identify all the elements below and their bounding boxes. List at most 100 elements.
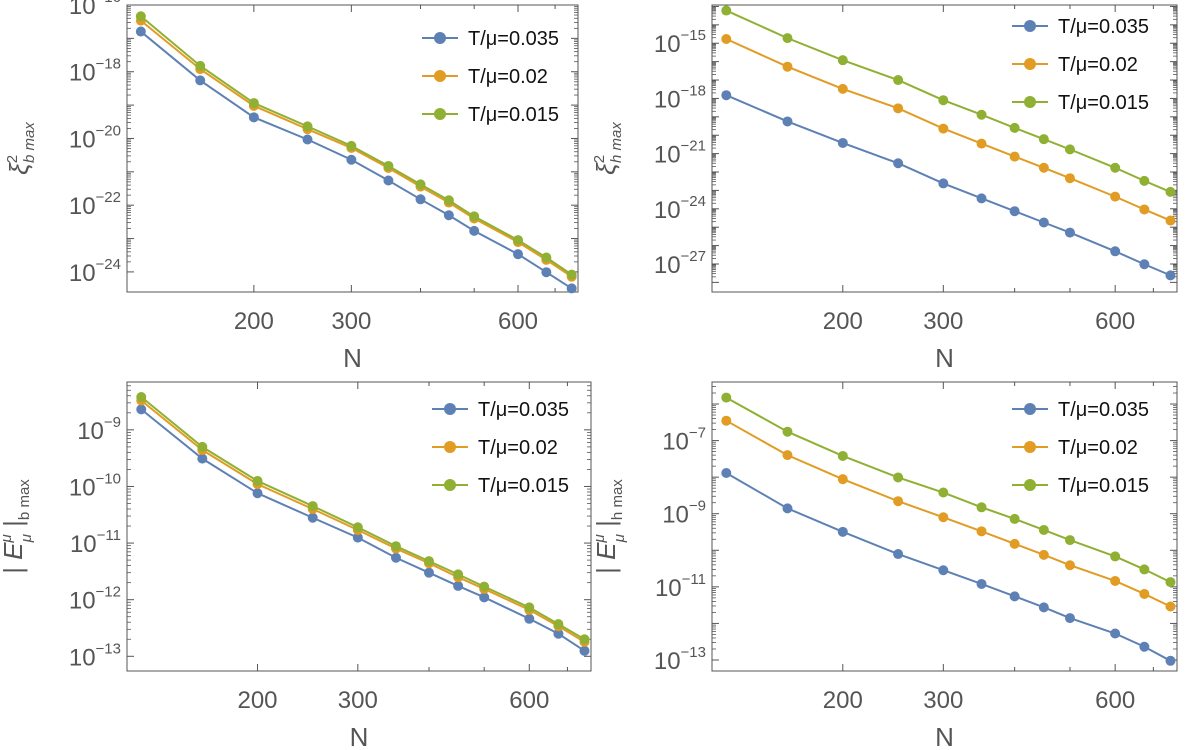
series-2 — [135, 11, 577, 280]
panel-E-h: 200 300 600 N 10−7 10−9 10−11 10−13 | Eμ μ |h max… — [591, 381, 1178, 750]
data-point — [136, 392, 147, 403]
data-point — [1009, 591, 1020, 602]
y-tick-label: 10−20 — [69, 122, 121, 153]
data-point — [782, 61, 793, 72]
data-point — [1038, 162, 1049, 173]
data-point — [976, 578, 987, 589]
y-tick-label: 10−24 — [69, 256, 121, 287]
legend-label: T/μ=0.02 — [1058, 54, 1138, 76]
data-point — [976, 109, 987, 120]
data-point — [302, 121, 313, 132]
data-point — [1110, 628, 1121, 639]
data-point — [938, 565, 949, 576]
data-point — [1064, 144, 1075, 155]
y-tick-label: 10−24 — [654, 193, 706, 224]
panel-E-b: 200 300 600 N 10−9 10−10 10−11 10−12 10−13 | Eμμ … — [0, 381, 592, 750]
series-0 — [136, 404, 590, 656]
data-point — [893, 103, 904, 114]
data-point — [837, 474, 848, 485]
data-point — [352, 532, 363, 543]
data-point — [893, 472, 904, 483]
data-point — [415, 179, 426, 190]
data-point — [453, 580, 464, 591]
data-point — [1064, 560, 1075, 571]
data-point — [721, 415, 732, 426]
legend-marker — [1024, 20, 1036, 32]
x-tick-label: 600 — [498, 308, 538, 335]
data-point — [893, 549, 904, 560]
x-axis-title: N — [935, 722, 954, 750]
legend-label: T/μ=0.035 — [1058, 16, 1149, 38]
data-point — [1038, 602, 1049, 613]
data-point — [782, 33, 793, 44]
legend-marker — [1024, 441, 1036, 453]
data-point — [1064, 227, 1075, 238]
data-point — [541, 267, 552, 278]
data-point — [479, 581, 490, 592]
x-tick-label: 300 — [923, 687, 963, 714]
data-point — [1139, 641, 1150, 652]
series-line — [725, 472, 1171, 662]
data-point — [1139, 175, 1150, 186]
legend: T/μ=0.035 T/μ=0.02 T/μ=0.015 — [1012, 16, 1149, 114]
x-axis-title: N — [350, 722, 369, 750]
data-point — [346, 140, 357, 151]
data-point — [1009, 206, 1020, 217]
data-point — [1165, 655, 1176, 666]
legend-marker — [1024, 479, 1036, 491]
x-tick-label: 200 — [237, 687, 277, 714]
y-tick-label: 10−21 — [654, 138, 706, 169]
y-axis-title: ξ2h max — [591, 122, 625, 175]
data-point — [443, 195, 454, 206]
data-point — [479, 592, 490, 603]
series-0 — [135, 26, 577, 294]
data-point — [1110, 551, 1121, 562]
y-tick-label: 10−10 — [69, 470, 121, 501]
data-point — [1165, 601, 1176, 612]
legend: T/μ=0.035 T/μ=0.02 T/μ=0.015 — [422, 28, 559, 126]
y-tick-label: 10−7 — [662, 425, 706, 456]
data-point — [346, 154, 357, 165]
series-2 — [136, 392, 590, 645]
y-tick-label: 10−13 — [69, 640, 121, 671]
data-point — [423, 556, 434, 567]
legend-marker — [1024, 403, 1036, 415]
data-point — [1064, 535, 1075, 546]
series-line — [140, 19, 573, 278]
data-point — [721, 5, 732, 16]
data-point — [390, 552, 401, 563]
data-point — [248, 98, 259, 109]
y-tick-label: 10−18 — [654, 82, 706, 113]
panel-xi2-b: 200 300 600 N 10−16 10−18 10−20 10−22 10−24 ξ2b m… — [4, 0, 579, 373]
data-point — [1038, 524, 1049, 535]
y-tick-label: 10−9 — [77, 414, 121, 445]
x-tick-label: 300 — [331, 308, 371, 335]
data-point — [513, 235, 524, 246]
data-point — [469, 225, 480, 236]
data-point — [782, 116, 793, 127]
data-point — [541, 252, 552, 263]
legend-marker — [444, 479, 456, 491]
data-point — [524, 602, 535, 613]
data-point — [1110, 246, 1121, 257]
x-tick-label: 200 — [234, 308, 274, 335]
data-point — [1139, 259, 1150, 270]
data-point — [938, 178, 949, 189]
series-line — [725, 94, 1171, 277]
data-point — [1038, 217, 1049, 228]
data-point — [1110, 575, 1121, 586]
data-point — [248, 112, 259, 123]
legend-label: T/μ=0.015 — [468, 104, 559, 126]
y-axis-title: | Eμ μ |h max — [591, 479, 628, 574]
y-tick-label: 10−15 — [654, 27, 706, 58]
x-tick-label: 200 — [823, 308, 863, 335]
legend-label: T/μ=0.035 — [468, 28, 559, 50]
series-line — [725, 396, 1171, 583]
legend-label: T/μ=0.02 — [1058, 437, 1138, 459]
x-tick-label: 600 — [509, 687, 549, 714]
legend-label: T/μ=0.02 — [478, 437, 558, 459]
data-point — [390, 541, 401, 552]
y-tick-label: 10−11 — [70, 527, 121, 558]
legend-marker — [434, 70, 446, 82]
